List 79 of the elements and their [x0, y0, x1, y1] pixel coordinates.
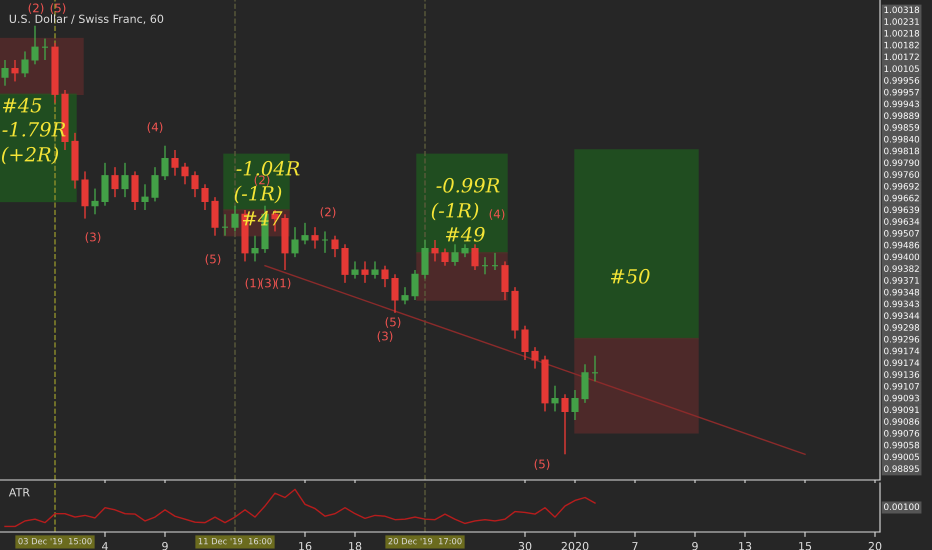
annotation: (-1R): [234, 186, 282, 204]
x-tick-label: 30: [518, 542, 532, 550]
text: 0.99790: [884, 159, 920, 166]
text: 0.99298: [884, 324, 920, 331]
annotation: -1.04R: [236, 160, 300, 176]
x-tick-label: 20: [868, 542, 882, 550]
text: 0.99957: [884, 88, 919, 96]
text: 0.99107: [884, 382, 919, 390]
chart-title: U.S. Dollar / Swiss Franc, 60: [10, 14, 164, 24]
annotation: (5): [386, 317, 400, 328]
text: 0.99840: [884, 136, 920, 143]
x-tick-label: 03 Dec '19 15:00: [18, 538, 92, 544]
annotation: (-1R): [432, 202, 478, 220]
x-tick-label: 15: [799, 542, 812, 550]
annotation: (3): [86, 232, 100, 243]
text: 0.99174: [884, 348, 920, 354]
annotation: #50: [610, 268, 650, 284]
text: 0.99400: [884, 254, 920, 260]
text: 0.99093: [884, 394, 919, 402]
text: 1.00105: [884, 65, 919, 72]
text: 0.00100: [884, 503, 920, 510]
text: (5): [534, 459, 550, 470]
text: 1.00172: [884, 54, 919, 60]
x-tick-label: 2020: [562, 542, 588, 550]
text: 1.00231: [884, 18, 919, 25]
x-tick-label: 4: [102, 542, 108, 550]
annotation: (+2R): [2, 146, 58, 164]
text: 1.00182: [884, 42, 919, 48]
x-tick-label: 7: [632, 542, 638, 550]
annotation: -0.99R: [436, 178, 500, 193]
annotation: #49: [446, 226, 485, 242]
text: 0.99371: [884, 277, 919, 284]
text: 0.99692: [884, 182, 919, 190]
text: 0.99382: [884, 265, 919, 272]
text: 0.99343: [884, 300, 919, 308]
annotation: (1): [246, 278, 260, 289]
text: 0.99058: [884, 442, 920, 448]
x-tick-label: 18: [349, 542, 362, 550]
text: (2): [28, 3, 44, 14]
text: 0.99086: [884, 418, 920, 425]
annotation: (1): [276, 278, 290, 289]
text: 1.00318: [884, 6, 920, 14]
text: 0.99943: [884, 100, 919, 108]
text: 0.98895: [884, 465, 919, 472]
text: 0.99344: [884, 312, 920, 320]
annotation: (3): [260, 278, 276, 289]
annotation: (2): [320, 207, 336, 218]
text: 0.99760: [884, 171, 920, 178]
text: 0.99818: [884, 148, 920, 154]
x-tick-label: 13: [739, 542, 752, 550]
text: 0.99486: [884, 242, 920, 248]
text: 0.99174: [884, 359, 920, 366]
text: 0.99296: [884, 336, 920, 343]
x-tick-label: 11 Dec '19 16:00: [198, 538, 272, 544]
text: 0.99634: [884, 218, 920, 225]
text: 0.99076: [884, 430, 920, 437]
text: 0.99136: [884, 371, 920, 378]
annotation: #45: [2, 98, 42, 113]
text: (5): [50, 3, 66, 14]
annotation: (4): [490, 209, 504, 220]
chart-title: ATR: [8, 488, 30, 496]
x-tick-label: 9: [162, 542, 168, 550]
text: 0.99639: [884, 206, 920, 214]
annotation: (3): [378, 331, 392, 342]
x-tick-label: 20 Dec '19 17:00: [388, 538, 462, 544]
text: 0.99859: [884, 124, 920, 131]
annotation: (2): [254, 175, 270, 186]
annotation: (4): [148, 122, 162, 133]
text: 0.99956: [884, 77, 920, 84]
text: 0.99091: [884, 406, 919, 414]
x-tick-label: 16: [299, 542, 312, 550]
text: 0.99348: [884, 288, 920, 296]
text: 0.99005: [884, 454, 919, 460]
text: 0.99662: [884, 194, 919, 202]
text: 0.99889: [884, 112, 920, 120]
annotation: (5): [206, 254, 220, 265]
text: 0.99507: [884, 230, 919, 237]
text: 1.00218: [884, 30, 920, 37]
x-tick-label: 9: [692, 542, 698, 550]
